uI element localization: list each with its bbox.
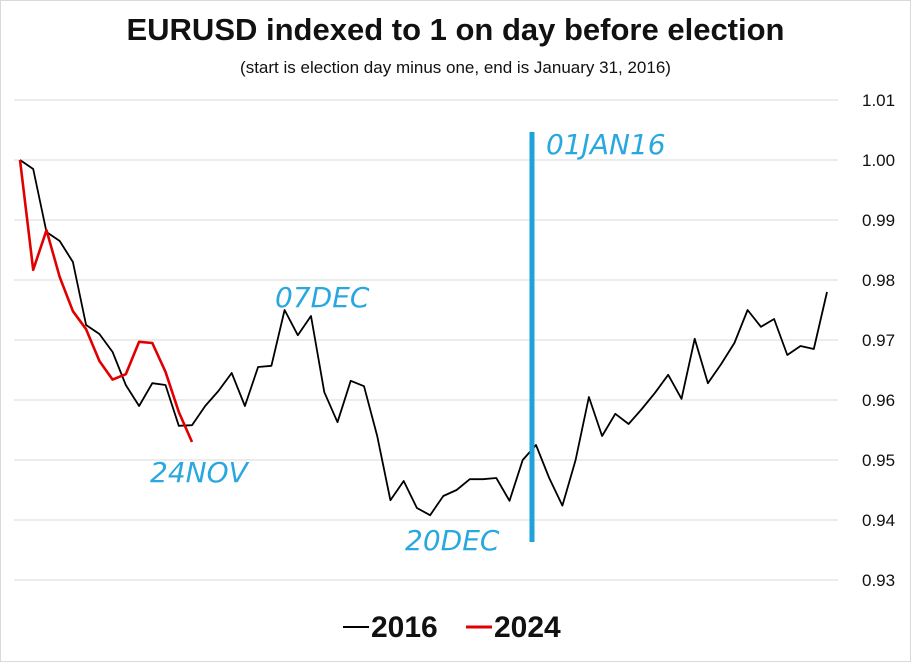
y-tick-label: 0.99 <box>862 211 895 230</box>
y-tick-label: 0.94 <box>862 511 895 530</box>
grid-lines <box>14 99 838 581</box>
y-axis-ticks: 1.01 1.00 0.99 0.98 0.97 0.96 0.95 0.94 0.93 <box>862 91 895 590</box>
annotation-label: 24NOV <box>150 456 250 489</box>
annotation-label: 20DEC <box>405 524 500 557</box>
y-tick-label: 1.01 <box>862 91 895 110</box>
annotations: 07DEC 24NOV 20DEC 01JAN16 <box>150 128 666 557</box>
chart-title: EURUSD indexed to 1 on day before electi… <box>126 12 785 47</box>
annotation-label: 07DEC <box>275 281 370 314</box>
legend-label: 2024 <box>494 611 561 644</box>
y-tick-label: 0.93 <box>862 571 895 590</box>
legend: 2016 2024 <box>343 611 561 644</box>
chart-subtitle: (start is election day minus one, end is… <box>240 58 671 77</box>
annotation-label: 01JAN16 <box>546 128 666 161</box>
y-tick-label: 0.95 <box>862 451 895 470</box>
y-tick-label: 0.97 <box>862 331 895 350</box>
y-tick-label: 0.96 <box>862 391 895 410</box>
series-line-2024 <box>18 159 194 443</box>
y-tick-label: 0.98 <box>862 271 895 290</box>
legend-label: 2016 <box>371 611 438 644</box>
series-line-2016 <box>19 159 828 517</box>
series-lines <box>18 159 828 517</box>
y-tick-label: 1.00 <box>862 151 895 170</box>
